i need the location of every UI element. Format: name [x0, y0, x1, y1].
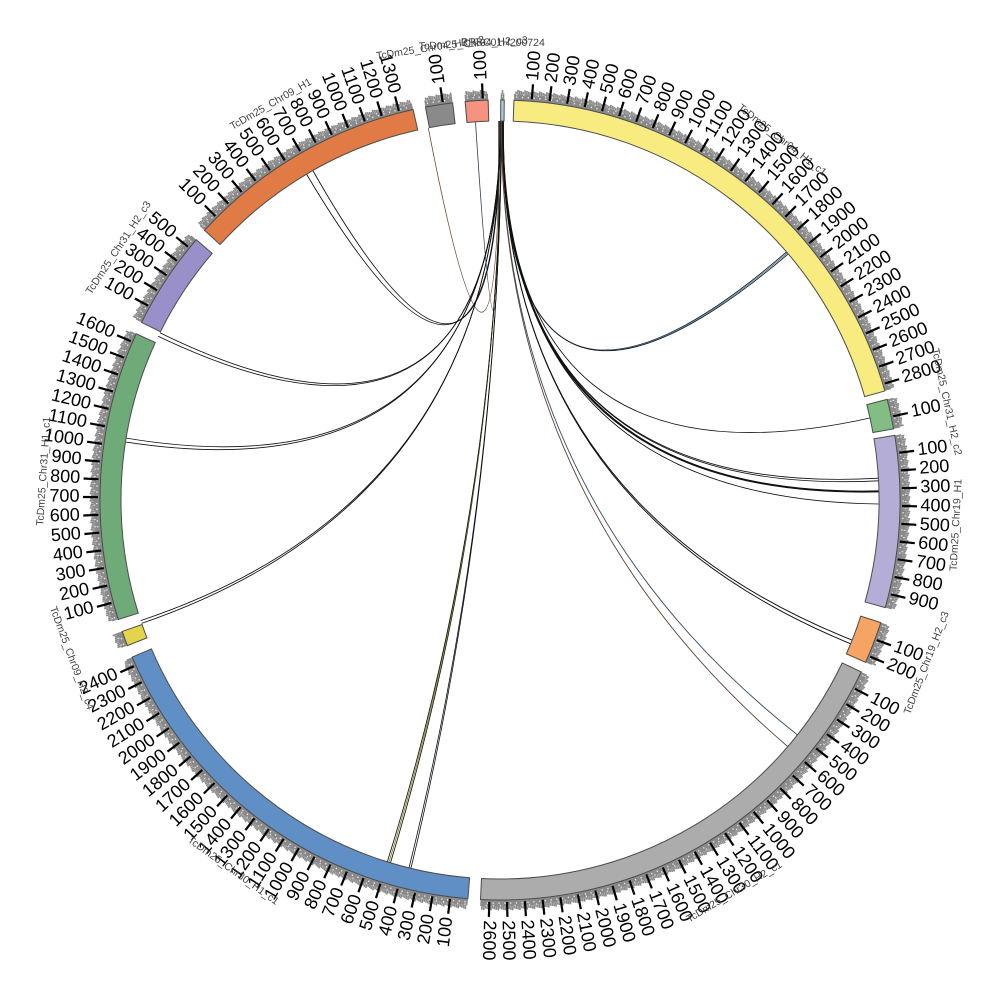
- svg-text:900: 900: [51, 446, 83, 469]
- svg-text:500: 500: [919, 514, 950, 536]
- svg-text:2300: 2300: [536, 917, 560, 959]
- svg-text:300: 300: [559, 54, 584, 87]
- svg-text:200: 200: [541, 51, 565, 83]
- svg-text:500: 500: [50, 523, 82, 545]
- svg-text:2600: 2600: [479, 920, 500, 961]
- svg-text:100: 100: [916, 436, 948, 459]
- svg-text:200: 200: [413, 913, 438, 946]
- svg-text:2500: 2500: [499, 920, 520, 960]
- svg-text:RRBC01H200724: RRBC01H200724: [461, 36, 545, 49]
- svg-text:2400: 2400: [517, 919, 539, 960]
- svg-text:100: 100: [469, 50, 490, 81]
- svg-text:400: 400: [920, 495, 950, 515]
- svg-text:600: 600: [49, 504, 80, 525]
- svg-text:700: 700: [915, 551, 948, 575]
- svg-text:100: 100: [522, 50, 544, 82]
- svg-text:800: 800: [50, 465, 81, 487]
- svg-text:600: 600: [917, 532, 949, 555]
- svg-text:400: 400: [52, 542, 84, 566]
- svg-text:200: 200: [919, 456, 950, 478]
- svg-text:100: 100: [425, 53, 449, 86]
- svg-text:TcDm25_Chr19_H1: TcDm25_Chr19_H1: [948, 479, 965, 572]
- svg-text:300: 300: [920, 476, 951, 497]
- svg-text:100: 100: [433, 916, 457, 948]
- svg-text:700: 700: [49, 486, 79, 506]
